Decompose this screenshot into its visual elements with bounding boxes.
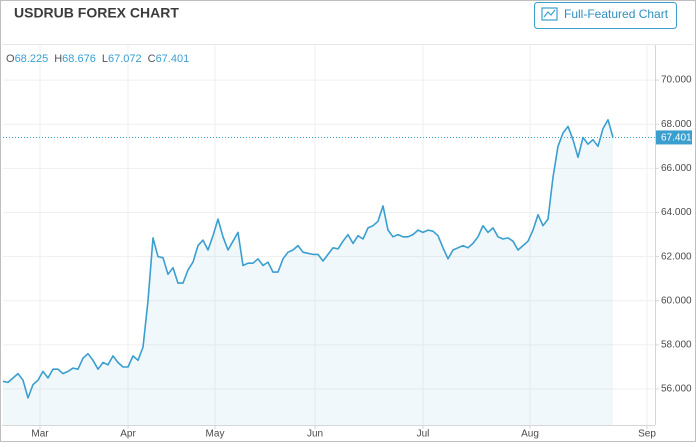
ohlc-key: O — [6, 53, 15, 65]
ohlc-legend: O68.225 H68.676 L67.072 C67.401 — [6, 53, 189, 65]
y-tick-label: 60.000 — [661, 295, 692, 306]
x-tick-label: May — [206, 429, 225, 440]
button-icon — [541, 7, 558, 21]
last-price-label: 67.401 — [661, 133, 692, 144]
y-tick-label: 70.000 — [661, 75, 692, 86]
ohlc-key: L — [102, 53, 108, 65]
chart-title: USDRUB FOREX CHART — [14, 5, 179, 21]
ohlc-value: 68.676 — [62, 53, 96, 65]
ohlc-text: O68.225 H68.676 L67.072 C67.401 — [6, 53, 189, 65]
plot — [2, 119, 655, 426]
ohlc-value: 67.072 — [108, 53, 142, 65]
price-line — [2, 119, 614, 399]
x-tick-label: Sep — [638, 429, 656, 440]
y-tick-label: 56.000 — [661, 384, 692, 395]
ohlc-value: 67.401 — [156, 53, 190, 65]
y-tick-label: 68.000 — [661, 119, 692, 130]
x-tick-label: Jun — [307, 429, 323, 440]
axes: 56.000 58.000 60.000 62.000 64.000 66.000 68.0… — [31, 75, 692, 440]
x-tick-label: Jul — [417, 429, 430, 440]
y-tick-label: 58.000 — [661, 340, 692, 351]
y-tick-label: 64.000 — [661, 207, 692, 218]
x-tick-label: Apr — [120, 429, 136, 440]
ohlc-key: H — [54, 53, 62, 65]
ohlc-value: 68.225 — [15, 53, 49, 65]
full-featured-button[interactable]: Full-Featured Chart — [534, 2, 677, 29]
x-tick-label: Mar — [31, 429, 49, 440]
y-tick-label: 62.000 — [661, 251, 692, 262]
ohlc-key: C — [148, 53, 156, 65]
button-frame[interactable] — [534, 2, 677, 29]
area — [3, 119, 613, 426]
last-price-tag — [656, 130, 692, 145]
button-label[interactable]: Full-Featured Chart — [564, 7, 669, 21]
y-tick-label: 66.000 — [661, 163, 692, 174]
x-tick-label: Aug — [521, 429, 539, 440]
